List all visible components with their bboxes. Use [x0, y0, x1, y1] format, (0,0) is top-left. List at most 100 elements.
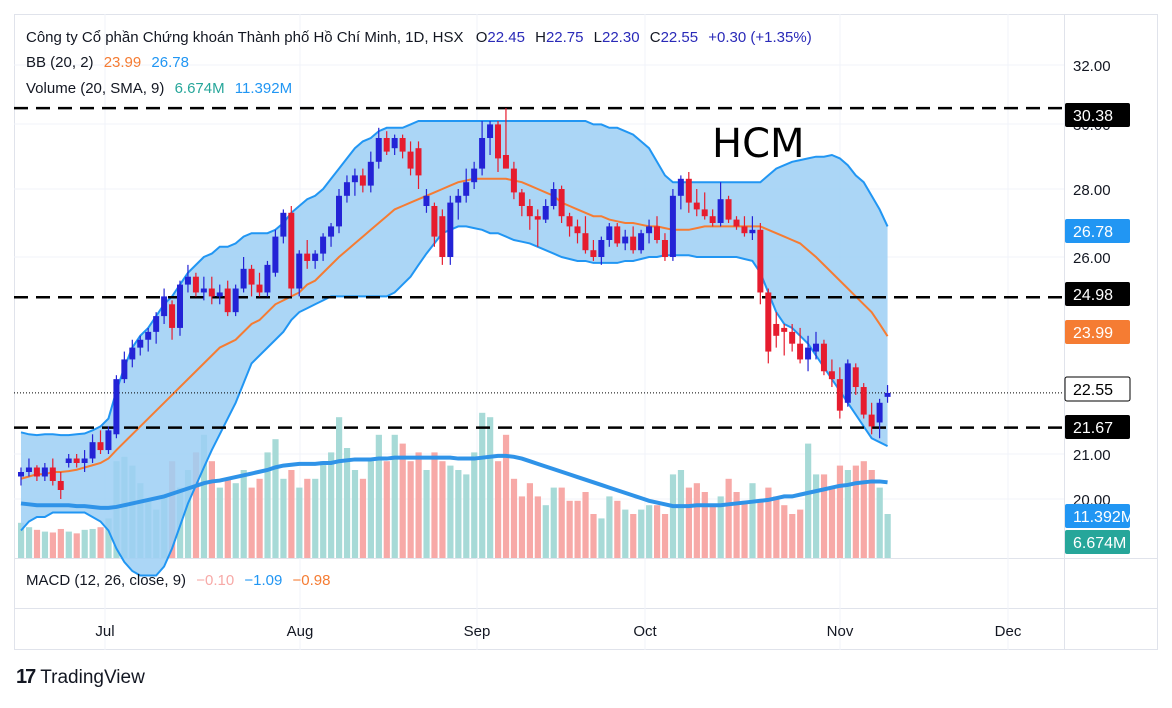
volume-bar — [836, 465, 844, 558]
volume-bar — [105, 518, 112, 558]
candle-body — [320, 236, 327, 254]
volume-bar — [304, 478, 311, 558]
open-label: O — [475, 29, 488, 46]
volume-bar — [97, 527, 104, 558]
candle-body — [542, 206, 549, 220]
volume-bar — [431, 452, 438, 558]
price-label: 21.67 — [1065, 415, 1130, 439]
candle-body — [789, 331, 796, 344]
volume-bar — [638, 509, 645, 558]
price-label: 6.674M — [1065, 530, 1130, 554]
volume-bar — [328, 452, 335, 558]
candle-body — [860, 387, 867, 415]
price-label-text: 6.674M — [1073, 535, 1126, 552]
candle-body — [479, 138, 486, 169]
candle-body — [184, 276, 191, 285]
volume-bar — [89, 528, 96, 558]
x-tick-label: Nov — [827, 623, 854, 640]
price-label-text: 23.99 — [1073, 325, 1113, 342]
candle-body — [73, 458, 80, 463]
volume-bar — [312, 478, 319, 558]
volume-bar — [661, 514, 669, 558]
volume-bar — [192, 452, 200, 558]
bb-lower-line — [20, 225, 888, 577]
price-label-box — [1065, 103, 1130, 127]
candle-body — [391, 138, 398, 149]
candle-body — [550, 189, 557, 206]
candle-body — [614, 226, 621, 244]
volume-bar — [550, 487, 557, 558]
candle-body — [200, 288, 207, 293]
price-label-box — [1064, 376, 1131, 402]
volume-bar — [479, 412, 486, 558]
volume-bar — [813, 474, 820, 558]
candle-body — [463, 182, 470, 196]
volume-bar — [320, 461, 327, 558]
macd-value: −1.09 — [244, 572, 283, 589]
low-label: L — [593, 29, 602, 46]
volume-bar — [73, 533, 80, 558]
volume-sma-value: 11.392M — [234, 80, 293, 97]
y-tick-label: 32.00 — [1073, 58, 1111, 75]
volume-bar — [542, 505, 549, 558]
candle-body — [121, 359, 128, 380]
candle-body — [773, 323, 780, 336]
macd-label: MACD (12, 26, close, 9) — [26, 572, 187, 589]
volume-bar — [216, 487, 223, 558]
macd-legend[interactable]: MACD (12, 26, close, 9) −0.10 −1.09 −0.9… — [26, 572, 330, 589]
candle-body — [725, 199, 732, 220]
symbol-legend[interactable]: Công ty Cổ phần Chứng khoán Thành phố Hồ… — [26, 29, 812, 46]
candle-body — [685, 178, 692, 203]
bb-legend[interactable]: BB (20, 2) 23.99 26.78 — [26, 54, 189, 71]
price-label: 11.392M — [1065, 504, 1134, 528]
volume-bar — [614, 500, 621, 558]
price-axis-labels: 30.38 26.78 24.98 23.99 22.55 21.67 11.392M 6.6… — [1064, 103, 1134, 554]
open-value: 22.45 — [487, 29, 525, 46]
close-value: 22.55 — [660, 29, 699, 46]
volume-bar — [566, 500, 573, 558]
change-value: +0.30 (+1.35%) — [708, 29, 812, 46]
volume-bar — [463, 474, 470, 558]
volume-bar — [630, 514, 637, 558]
candle-body — [105, 430, 112, 451]
candle-body — [129, 347, 136, 360]
volume-bar — [423, 470, 430, 558]
volume-bar — [264, 452, 271, 558]
volume-bar — [351, 470, 359, 558]
volume-bar — [677, 470, 685, 558]
volume-bar — [820, 474, 828, 558]
candle-body — [566, 216, 573, 227]
candle-body — [876, 402, 883, 423]
candle-body — [534, 216, 541, 220]
volume-legend[interactable]: Volume (20, SMA, 9) 6.674M 11.392M — [26, 80, 292, 97]
candle-body — [248, 268, 255, 285]
candle-body — [558, 189, 565, 217]
candle-body — [367, 161, 374, 186]
candle-body — [240, 268, 247, 289]
volume-bar — [749, 483, 756, 558]
bb-label: BB (20, 2) — [26, 54, 94, 71]
volume-bar — [343, 448, 351, 558]
candle-body — [328, 226, 335, 237]
volume-bar — [606, 496, 613, 558]
tradingview-logo[interactable]: 17 TradingView — [16, 666, 145, 689]
candle-body — [582, 233, 589, 251]
time-axis[interactable]: Jul Aug Sep Oct Nov Dec — [95, 623, 1021, 640]
candle-body — [574, 226, 581, 234]
candle-body — [343, 182, 350, 196]
macd-signal-value: −0.98 — [292, 572, 331, 589]
volume-bar — [646, 505, 653, 558]
volume-bar — [471, 452, 478, 558]
volume-bar — [224, 478, 231, 558]
candle-body — [336, 195, 342, 227]
close-label: C — [649, 29, 661, 46]
volume-bar — [375, 434, 382, 558]
candles[interactable] — [18, 108, 891, 499]
candle-body — [654, 226, 660, 240]
volume-bar — [518, 496, 526, 558]
candle-body — [25, 467, 32, 472]
candle-body — [693, 202, 700, 210]
